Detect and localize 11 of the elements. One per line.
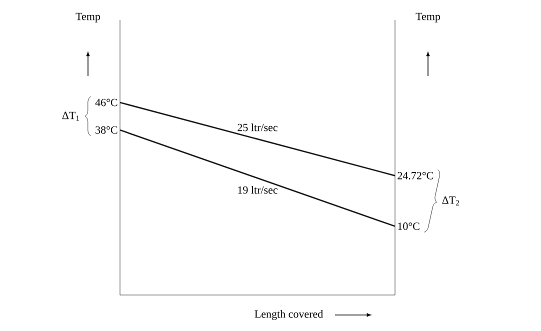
data-label: 10°C — [398, 222, 420, 230]
annotation: ΔT$_{1}$ — [62, 112, 80, 121]
data-label: 38°C — [96, 126, 118, 134]
data-label: 24.72°C — [398, 172, 434, 180]
y-axis-title: Temp — [76, 12, 100, 22]
annotation: 19 ltr/sec — [238, 186, 278, 194]
data-label: 46°C — [95, 98, 118, 106]
annotation: ΔT$_{2}$ — [442, 196, 460, 206]
annotation: 25 ltr/sec — [238, 123, 278, 132]
x-axis-title: Length covered — [254, 310, 324, 320]
y2-axis-title: Temp — [416, 12, 440, 22]
